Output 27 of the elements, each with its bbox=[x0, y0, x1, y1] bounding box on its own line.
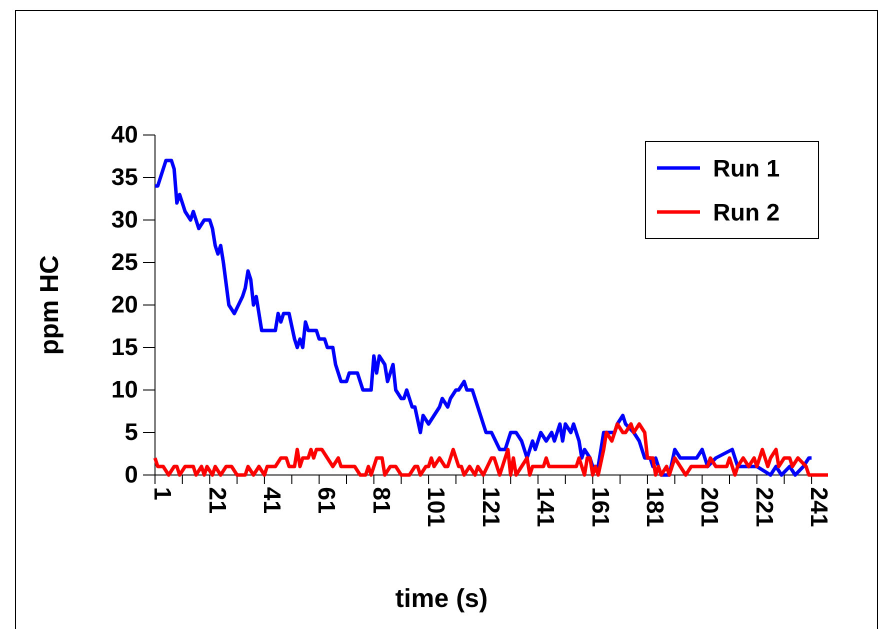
x-tick-label: 141 bbox=[532, 487, 559, 528]
y-axis-title: ppm HC bbox=[34, 254, 64, 355]
x-tick-label: 161 bbox=[586, 487, 614, 528]
x-tick-label: 201 bbox=[696, 487, 723, 528]
x-axis-title: time (s) bbox=[395, 583, 488, 613]
y-tick-label: 0 bbox=[124, 462, 138, 489]
y-tick-label: 10 bbox=[111, 376, 138, 404]
x-tick-label: 101 bbox=[422, 487, 450, 528]
x-tick-label: 121 bbox=[476, 487, 504, 528]
y-tick-label: 5 bbox=[124, 419, 138, 446]
legend-label: Run 1 bbox=[713, 155, 780, 182]
y-tick-label: 20 bbox=[111, 292, 138, 319]
x-tick-label: 21 bbox=[203, 487, 230, 514]
line-series bbox=[153, 158, 814, 477]
x-tick-label: 81 bbox=[367, 487, 394, 514]
x-tick-label: 181 bbox=[641, 487, 668, 528]
y-tick-label: 25 bbox=[111, 249, 138, 276]
x-tick-label: 61 bbox=[312, 487, 340, 514]
y-tick-label: 40 bbox=[111, 122, 138, 149]
y-tick-label: 15 bbox=[111, 334, 138, 362]
y-tick-label: 35 bbox=[111, 164, 138, 192]
x-tick-label: 241 bbox=[805, 487, 832, 528]
legend-label: Run 2 bbox=[713, 199, 780, 226]
x-tick-label: 1 bbox=[148, 487, 176, 500]
y-tick-label: 30 bbox=[111, 206, 138, 234]
x-tick-label: 41 bbox=[258, 487, 286, 514]
x-tick-label: 221 bbox=[750, 487, 778, 528]
